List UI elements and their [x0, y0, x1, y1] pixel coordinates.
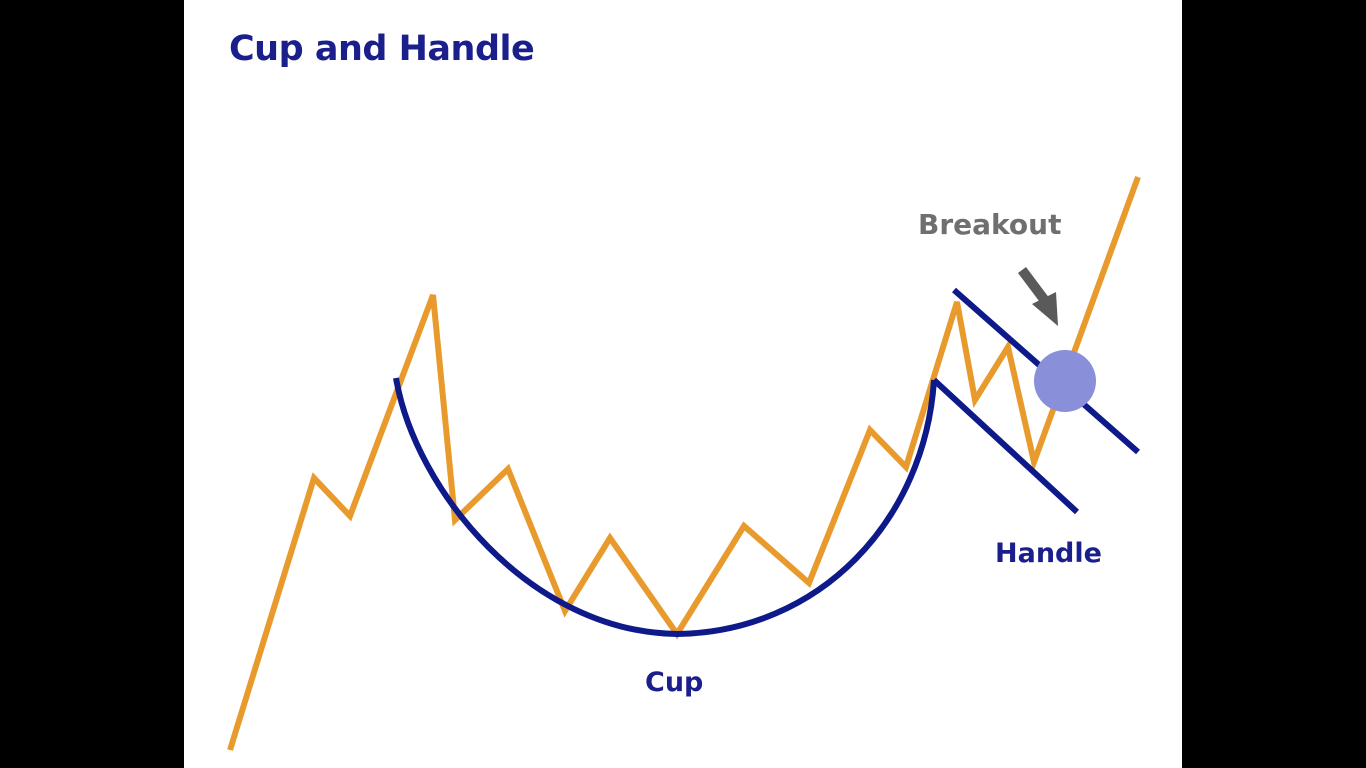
breakout-point [1034, 350, 1096, 412]
handle-label: Handle [995, 538, 1102, 569]
price-line [227, 175, 1141, 751]
cup-label: Cup [645, 667, 703, 698]
cup-curve [393, 377, 937, 638]
handle-lower-line [931, 377, 1080, 515]
page-title: Cup and Handle [229, 29, 535, 69]
breakout-label: Breakout [918, 208, 1061, 241]
down-right-arrow-icon [1018, 267, 1058, 326]
